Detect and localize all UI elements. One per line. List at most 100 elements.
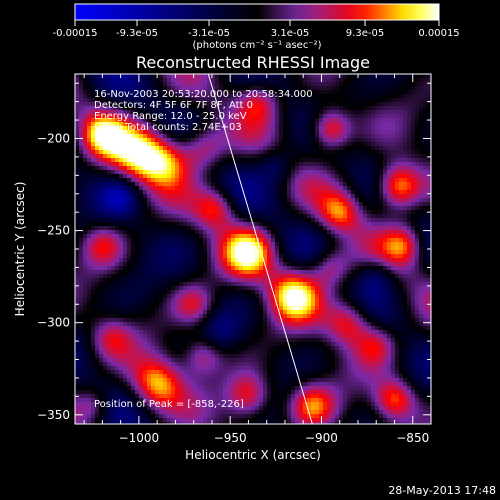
heatmap-cell	[143, 258, 147, 262]
heatmap-cell	[159, 398, 163, 402]
heatmap-cell	[283, 382, 287, 386]
heatmap-cell	[119, 366, 123, 370]
heatmap-cell	[143, 202, 147, 206]
heatmap-cell	[135, 118, 139, 122]
heatmap-cell	[179, 410, 183, 414]
heatmap-cell	[211, 182, 215, 186]
heatmap-cell	[255, 250, 259, 254]
heatmap-cell	[187, 158, 191, 162]
heatmap-cell	[295, 350, 299, 354]
heatmap-cell	[195, 206, 199, 210]
heatmap-cell	[95, 306, 99, 310]
heatmap-cell	[271, 422, 275, 424]
heatmap-cell	[151, 226, 155, 230]
heatmap-cell	[175, 302, 179, 306]
heatmap-cell	[147, 398, 151, 402]
heatmap-cell	[191, 350, 195, 354]
heatmap-cell	[135, 122, 139, 126]
heatmap-cell	[287, 406, 291, 410]
heatmap-cell	[223, 150, 227, 154]
heatmap-cell	[199, 182, 203, 186]
heatmap-cell	[135, 178, 139, 182]
heatmap-cell	[167, 378, 171, 382]
heatmap-cell	[135, 266, 139, 270]
heatmap-cell	[187, 350, 191, 354]
heatmap-cell	[95, 410, 99, 414]
heatmap-cell	[127, 190, 131, 194]
heatmap-cell	[255, 78, 259, 82]
heatmap-cell	[267, 230, 271, 234]
heatmap-cell	[135, 406, 139, 410]
heatmap-cell	[139, 86, 143, 90]
heatmap-cell	[139, 386, 143, 390]
heatmap-cell	[83, 342, 87, 346]
heatmap-cell	[295, 214, 299, 218]
heatmap-cell	[127, 142, 131, 146]
heatmap-cell	[219, 94, 223, 98]
heatmap-cell	[299, 170, 303, 174]
heatmap-cell	[151, 310, 155, 314]
heatmap-cell	[123, 270, 127, 274]
heatmap-cell	[91, 386, 95, 390]
heatmap-cell	[155, 206, 159, 210]
heatmap-cell	[187, 266, 191, 270]
heatmap-cell	[267, 146, 271, 150]
heatmap-cell	[187, 166, 191, 170]
heatmap-cell	[227, 270, 231, 274]
heatmap-cell	[99, 318, 103, 322]
heatmap-cell	[235, 330, 239, 334]
heatmap-cell	[299, 194, 303, 198]
heatmap-cell	[295, 402, 299, 406]
heatmap-cell	[219, 290, 223, 294]
heatmap-cell	[239, 118, 243, 122]
heatmap-cell	[91, 226, 95, 230]
heatmap-cell	[267, 250, 271, 254]
heatmap-cell	[255, 166, 259, 170]
heatmap-cell	[95, 214, 99, 218]
heatmap-cell	[211, 226, 215, 230]
heatmap-cell	[299, 282, 303, 286]
heatmap-cell	[247, 158, 251, 162]
heatmap-cell	[195, 218, 199, 222]
heatmap-cell	[123, 354, 127, 358]
heatmap-cell	[255, 94, 259, 98]
heatmap-cell	[299, 186, 303, 190]
heatmap-cell	[99, 110, 103, 114]
heatmap-cell	[263, 138, 267, 142]
heatmap-cell	[95, 98, 99, 102]
heatmap-cell	[143, 394, 147, 398]
heatmap-cell	[223, 110, 227, 114]
heatmap-cell	[219, 190, 223, 194]
heatmap-cell	[155, 182, 159, 186]
heatmap-cell	[287, 206, 291, 210]
heatmap-cell	[227, 350, 231, 354]
heatmap-cell	[235, 158, 239, 162]
heatmap-cell	[171, 118, 175, 122]
heatmap-cell	[207, 246, 211, 250]
heatmap-cell	[215, 370, 219, 374]
heatmap-cell	[235, 262, 239, 266]
heatmap-cell	[203, 154, 207, 158]
heatmap-cell	[175, 166, 179, 170]
heatmap-cell	[271, 374, 275, 378]
heatmap-cell	[179, 326, 183, 330]
heatmap-cell	[103, 322, 107, 326]
heatmap-cell	[111, 422, 115, 424]
heatmap-cell	[247, 422, 251, 424]
heatmap-cell	[115, 290, 119, 294]
heatmap-cell	[103, 258, 107, 262]
heatmap-cell	[75, 310, 79, 314]
heatmap-cell	[283, 242, 287, 246]
heatmap-cell	[139, 410, 143, 414]
heatmap-cell	[171, 98, 175, 102]
heatmap-cell	[215, 234, 219, 238]
heatmap-cell	[155, 326, 159, 330]
heatmap-cell	[143, 310, 147, 314]
heatmap-cell	[251, 374, 255, 378]
heatmap-cell	[199, 222, 203, 226]
heatmap-cell	[291, 142, 295, 146]
heatmap-cell	[223, 74, 227, 78]
heatmap-cell	[131, 382, 135, 386]
heatmap-cell	[251, 198, 255, 202]
heatmap-cell	[131, 118, 135, 122]
